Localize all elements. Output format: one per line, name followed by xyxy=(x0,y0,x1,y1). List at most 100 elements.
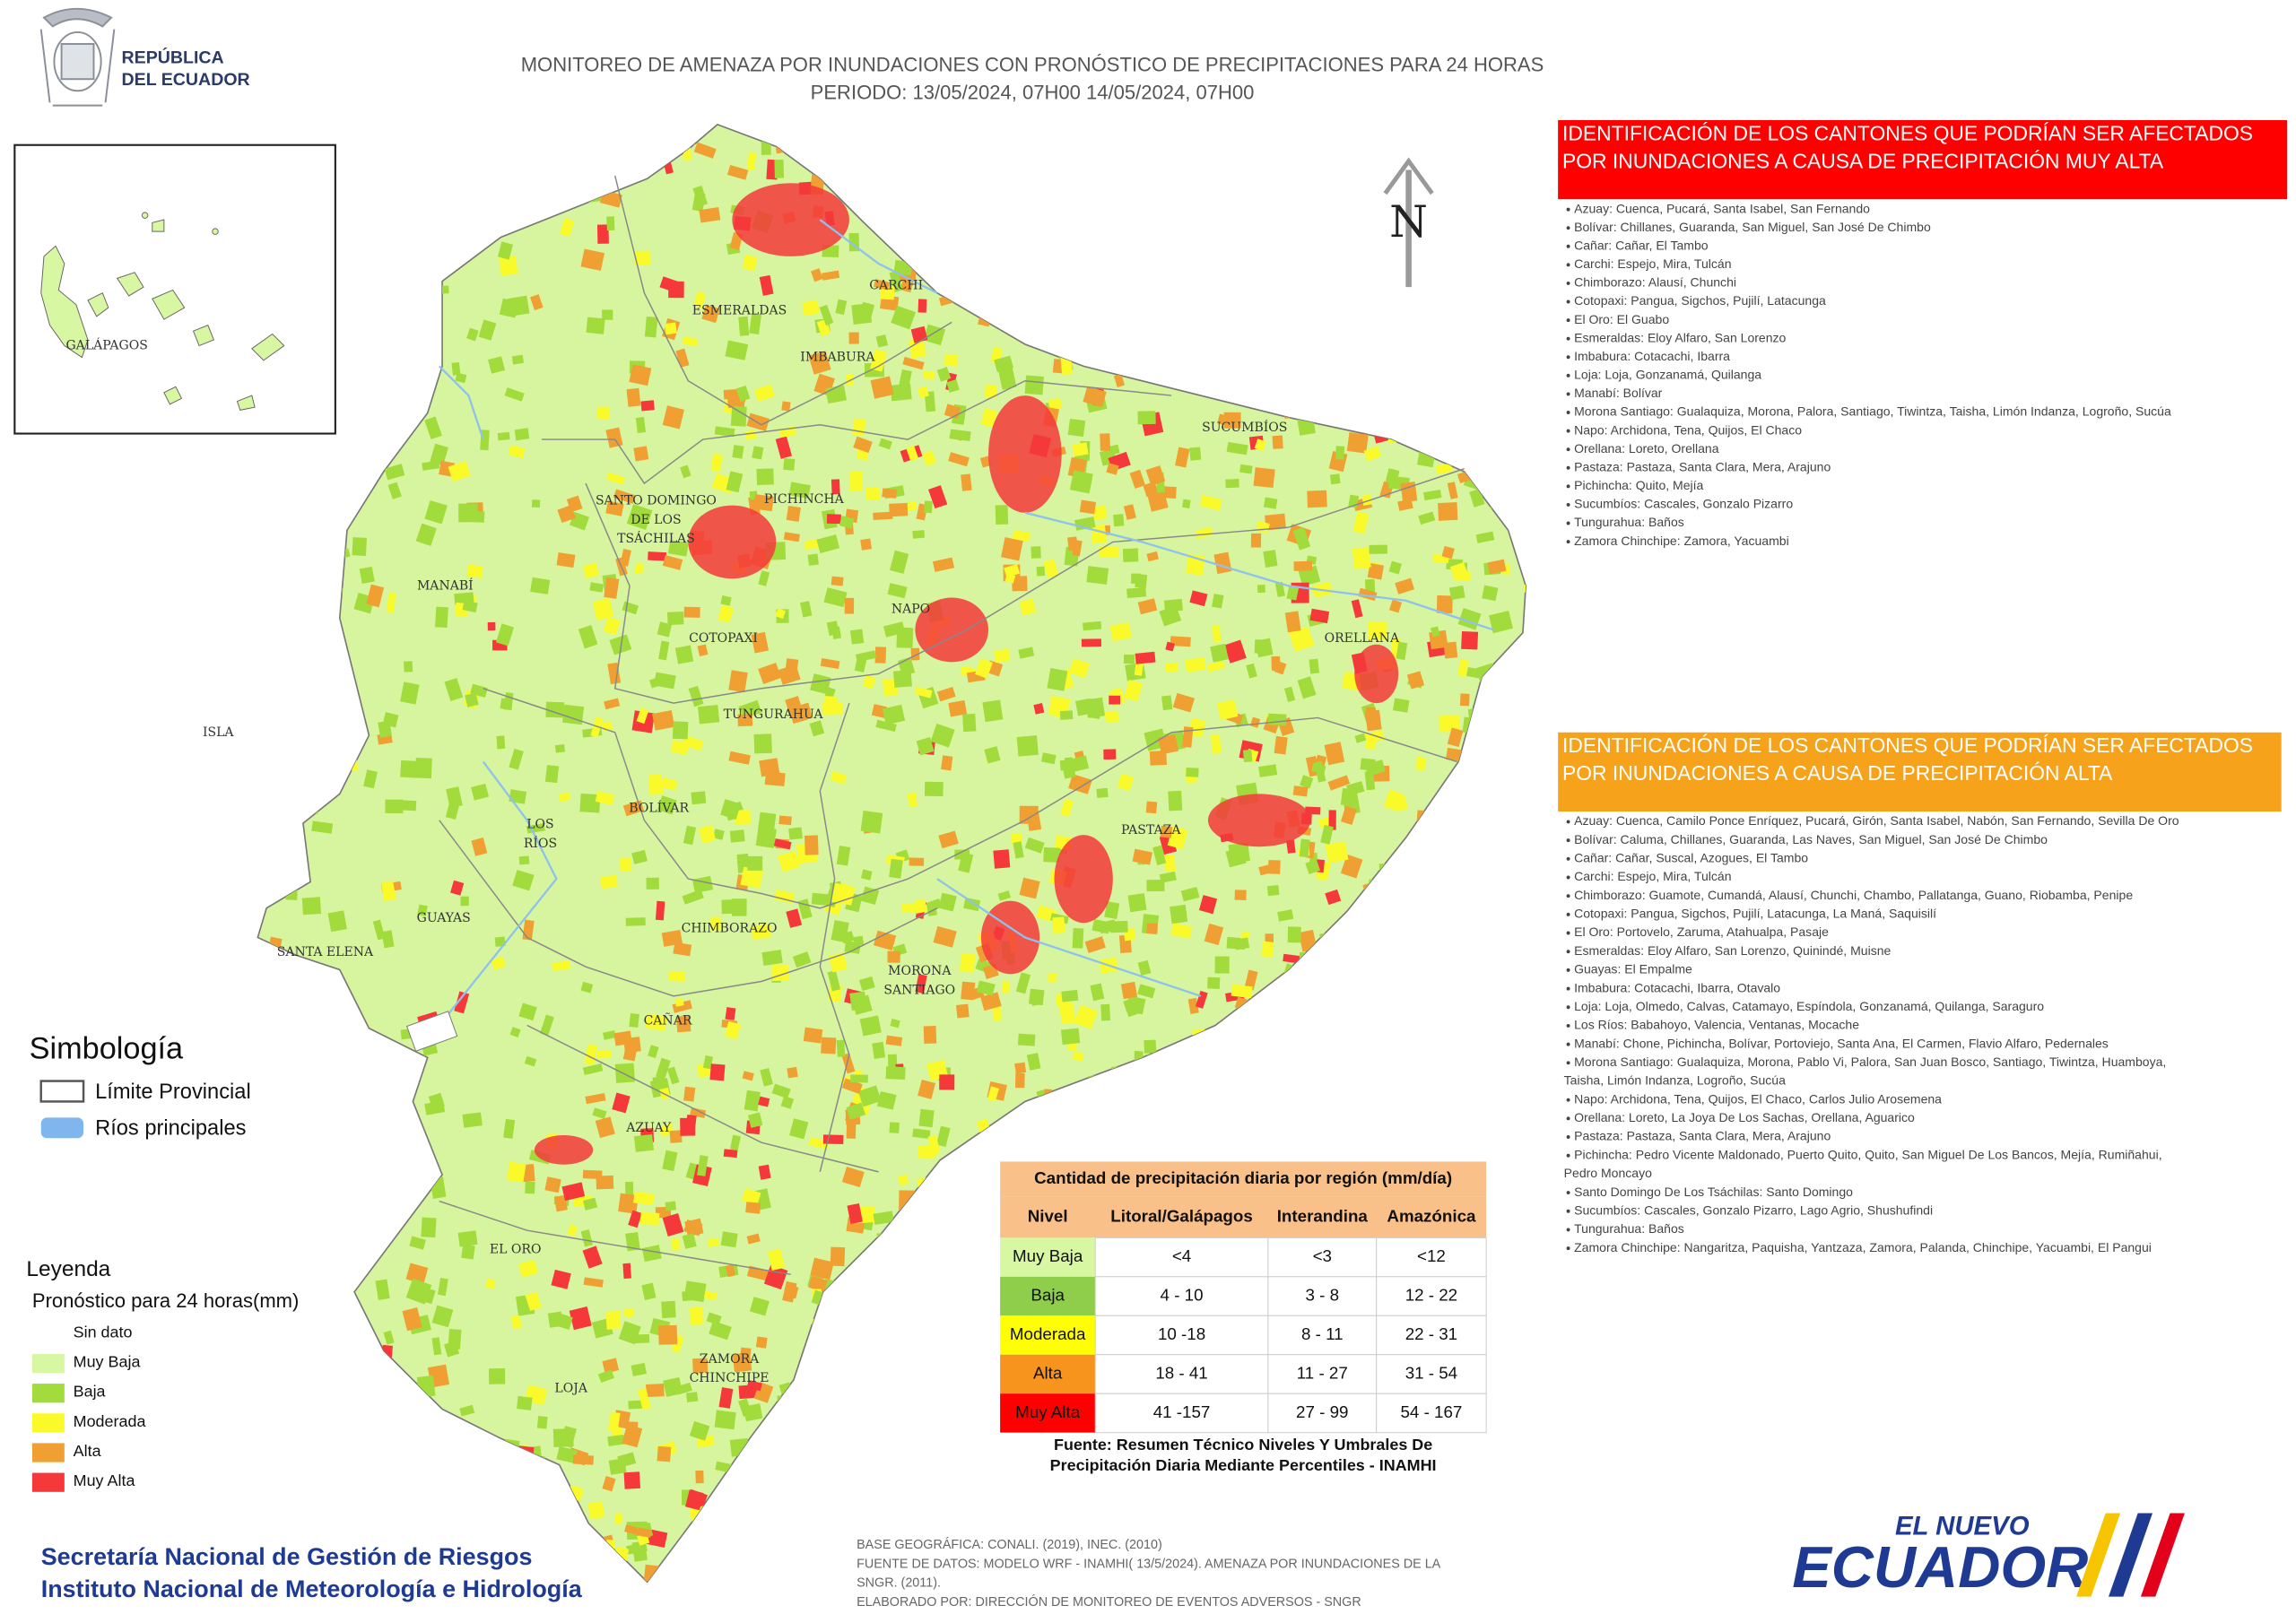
bullet xyxy=(1566,447,1570,452)
map-cell xyxy=(537,1547,552,1565)
map-cell xyxy=(540,1014,554,1037)
map-cell xyxy=(1229,128,1250,143)
map-cell xyxy=(1003,129,1028,155)
map-cell xyxy=(778,815,792,826)
map-cell xyxy=(1495,1318,1506,1335)
map-cell xyxy=(861,1347,874,1360)
map-cell xyxy=(1178,186,1199,207)
table-header-bg xyxy=(1000,1196,1487,1238)
map-cell xyxy=(1104,710,1119,723)
map-cell xyxy=(1234,327,1248,338)
map-cell xyxy=(799,601,813,618)
map-cell xyxy=(803,1475,815,1493)
map-cell xyxy=(865,487,880,501)
map-cell xyxy=(841,1078,863,1094)
map-cell xyxy=(1039,215,1057,225)
table-text: Muy Baja xyxy=(1013,1246,1083,1265)
bullet xyxy=(1566,226,1570,230)
precipitation-table: Cantidad de precipitación diaria por reg… xyxy=(1000,1161,1487,1474)
map-cell xyxy=(1340,195,1357,212)
map-cell xyxy=(1487,559,1507,575)
map-cell xyxy=(841,187,855,199)
map-cell xyxy=(589,582,604,593)
map-cell xyxy=(1397,983,1414,993)
map-cell xyxy=(839,1580,857,1583)
brand-stripe xyxy=(2140,1513,2185,1597)
map-cell xyxy=(1253,467,1275,488)
map-cell xyxy=(1014,1072,1025,1089)
map-cell xyxy=(1071,755,1090,772)
map-cell xyxy=(1351,360,1369,378)
map-cell xyxy=(1060,798,1074,817)
inset-frame xyxy=(13,143,336,435)
map-cell xyxy=(1083,621,1102,631)
province-label: RÍOS xyxy=(524,835,557,851)
map-cell xyxy=(592,597,614,621)
map-cell xyxy=(926,898,943,912)
map-cell xyxy=(693,142,717,159)
map-cell xyxy=(1134,124,1145,130)
map-cell xyxy=(758,662,782,685)
legend-label: Baja xyxy=(74,1383,106,1401)
map-cell xyxy=(835,1510,848,1529)
map-cell xyxy=(908,1414,926,1426)
province-label: PASTAZA xyxy=(1121,823,1181,838)
map-cell xyxy=(600,874,618,890)
map-cell xyxy=(909,857,925,866)
map-cell xyxy=(890,1443,901,1454)
map-cell xyxy=(835,299,848,316)
map-cell xyxy=(1515,1288,1526,1304)
map-cell xyxy=(1305,859,1321,875)
map-cell xyxy=(809,720,825,737)
map-cell xyxy=(680,1117,696,1136)
map-cell xyxy=(807,553,819,566)
map-cell xyxy=(682,1233,697,1249)
map-cell xyxy=(1302,204,1318,218)
map-cell xyxy=(1489,998,1506,1015)
map-cell xyxy=(595,1116,615,1139)
map-cell xyxy=(424,500,448,525)
map-cell xyxy=(725,340,749,360)
map-cell xyxy=(459,1404,475,1417)
map-cell xyxy=(1068,132,1084,147)
map-cell xyxy=(327,461,341,482)
map-cell xyxy=(1074,698,1092,716)
map-cell xyxy=(1530,803,1544,819)
map-cell xyxy=(405,1263,429,1285)
map-cell xyxy=(324,1408,340,1428)
map-cell xyxy=(994,355,1013,372)
map-cell xyxy=(296,1528,310,1541)
map-cell xyxy=(1004,221,1020,232)
map-cell xyxy=(602,309,613,320)
map-cell xyxy=(889,502,909,517)
map-cell xyxy=(1320,1087,1329,1098)
map-cell xyxy=(309,1032,321,1049)
map-cell xyxy=(706,1312,722,1325)
map-cell xyxy=(381,930,395,949)
map-cell xyxy=(911,161,931,176)
map-cell xyxy=(1496,164,1511,178)
map-cell xyxy=(257,1090,276,1114)
map-cell xyxy=(1477,1002,1490,1015)
map-cell xyxy=(606,216,615,231)
map-cell xyxy=(873,511,893,521)
map-cell xyxy=(1192,1029,1205,1044)
map-cell xyxy=(519,1453,543,1477)
map-cell xyxy=(1335,446,1345,460)
map-cell xyxy=(1392,1486,1411,1506)
map-cell xyxy=(302,523,324,534)
map-cell xyxy=(860,869,873,881)
map-cell xyxy=(952,1454,974,1470)
map-cell xyxy=(275,738,294,761)
map-cell xyxy=(499,298,519,318)
map-cell xyxy=(1299,838,1310,858)
map-cell xyxy=(1507,872,1526,884)
map-cell xyxy=(871,704,888,718)
map-cell xyxy=(778,850,801,872)
map-cell xyxy=(671,1334,684,1353)
legend-subtitle: Pronóstico para 24 horas(mm) xyxy=(32,1289,299,1312)
map-cell xyxy=(516,178,534,197)
